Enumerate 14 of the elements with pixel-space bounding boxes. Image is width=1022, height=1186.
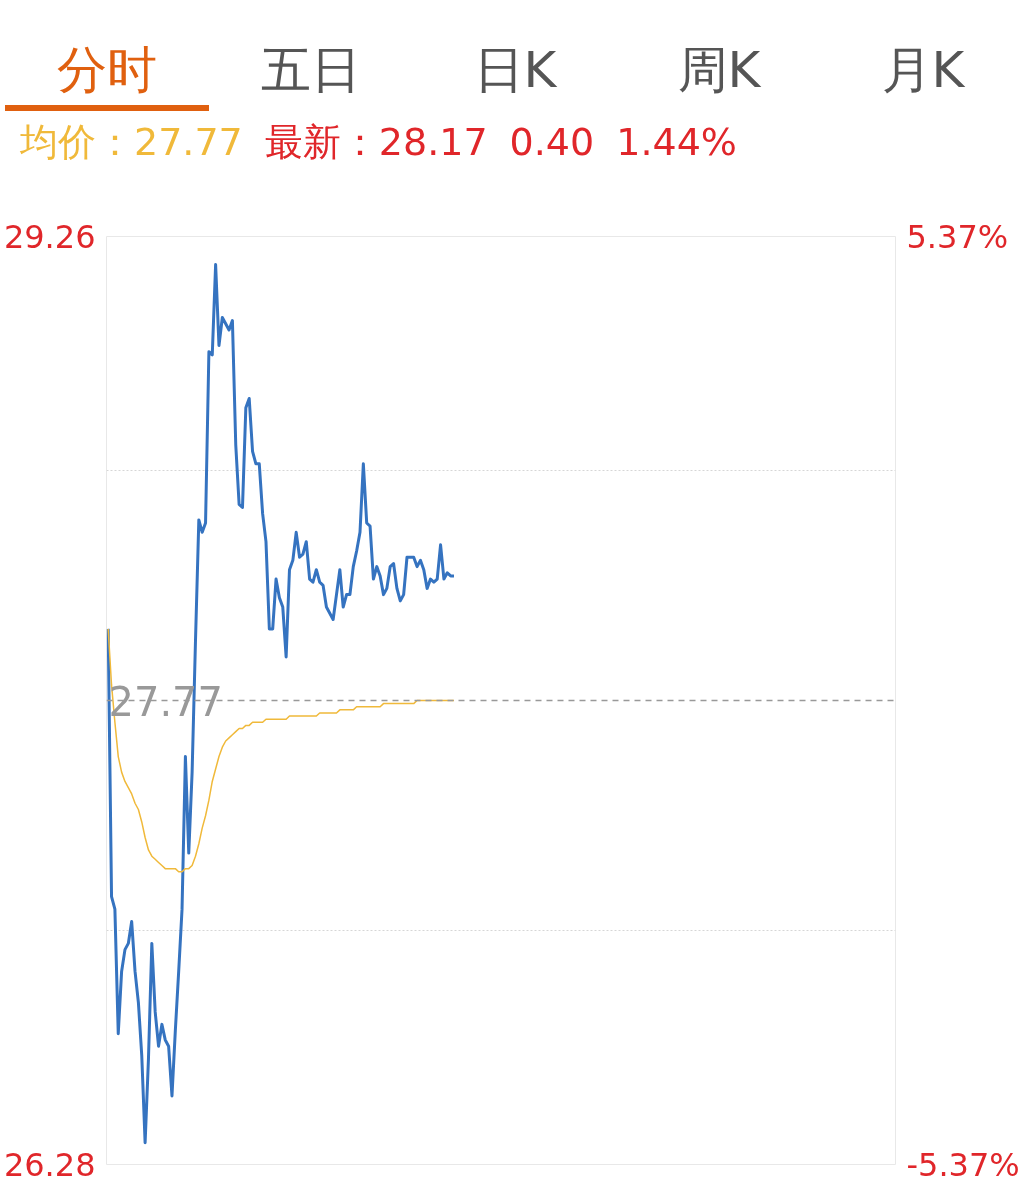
y2-tick-label: 5.37% bbox=[906, 217, 1009, 256]
text: 分时 bbox=[5, 35, 209, 111]
text: 日K bbox=[472, 40, 558, 101]
y-tick-label: 26.28 bbox=[3, 1146, 96, 1184]
text: 1.44% bbox=[616, 120, 737, 164]
y-tick-label: 29.26 bbox=[3, 218, 96, 256]
text: 月K bbox=[880, 40, 966, 101]
y2-tick-label: -5.37% bbox=[906, 1145, 1020, 1184]
text: 最新：28.17 bbox=[264, 120, 488, 164]
text: 五日 bbox=[260, 40, 362, 101]
line-series bbox=[106, 263, 456, 1145]
text: 均价：27.77 bbox=[20, 120, 243, 164]
text: 0.40 bbox=[509, 120, 595, 164]
text: 周K bbox=[676, 40, 762, 101]
